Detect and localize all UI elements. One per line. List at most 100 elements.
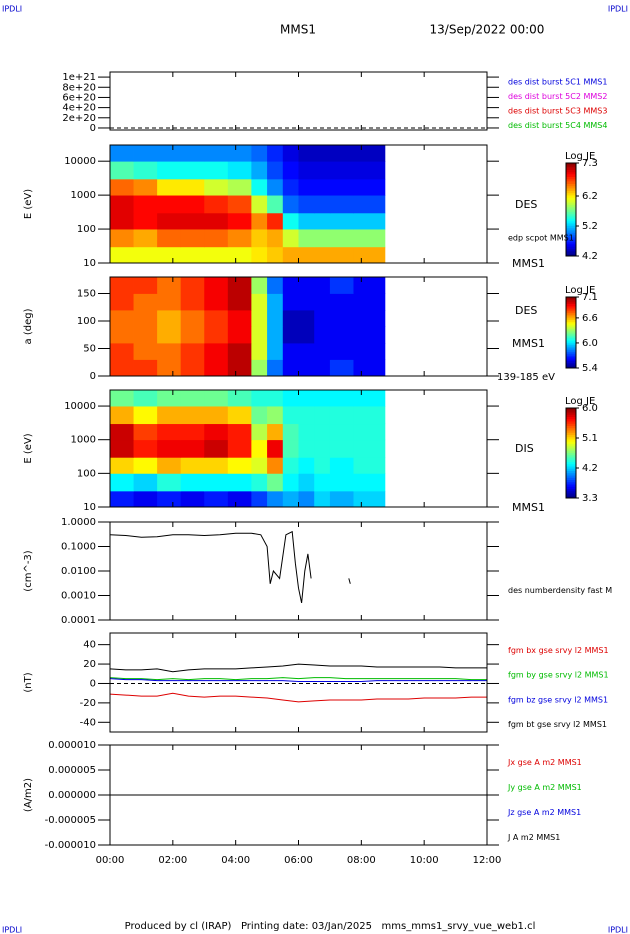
colorbar-cell	[566, 362, 576, 365]
heatmap-cell	[227, 326, 252, 344]
heatmap-cell	[282, 423, 299, 441]
heatmap-cell	[157, 212, 182, 230]
heatmap-cell	[110, 439, 134, 458]
heatmap-cell	[329, 145, 354, 162]
heatmap-cell	[227, 359, 252, 377]
heatmap-cell	[298, 326, 315, 344]
colorbar-tick-label: 6.6	[582, 313, 598, 324]
colorbar-cell	[566, 328, 576, 332]
plot-frame	[109, 71, 488, 131]
colorbar-cell	[566, 197, 576, 201]
heatmap-cell	[282, 326, 299, 344]
legend-entry: Jy gse A m2 MMS1	[507, 783, 582, 792]
heatmap-cell	[133, 343, 158, 360]
heatmap-cell	[110, 277, 134, 294]
colorbar-cell	[566, 357, 576, 360]
colorbar-label: Log JE	[565, 396, 595, 407]
colorbar-tick-label: 7.1	[582, 292, 598, 303]
heatmap-cell	[251, 293, 268, 311]
colorbar-tick-label: 6.0	[582, 338, 598, 349]
heatmap-cell	[267, 326, 284, 344]
colorbar-cell	[566, 423, 576, 427]
heatmap-cell	[133, 310, 158, 327]
legend-entry: des dist burst 5C2 MMS2	[508, 92, 607, 101]
heatmap-cell	[329, 277, 354, 294]
heatmap-cell	[353, 178, 386, 196]
heatmap-cell	[267, 161, 284, 180]
colorbar-cell	[566, 352, 576, 355]
heatmap-cell	[314, 439, 331, 458]
heatmap-cell	[298, 473, 315, 492]
heatmap-cell	[110, 343, 134, 360]
y-tick-label: 100	[77, 468, 96, 479]
panel	[110, 145, 386, 264]
y-tick-label: 0.0010	[61, 591, 96, 602]
heatmap-cell	[180, 406, 205, 425]
heatmap-cell	[251, 457, 268, 474]
heatmap-cell	[251, 246, 268, 264]
y-tick-label: 2e+20	[62, 113, 96, 124]
colorbar-cell	[566, 473, 576, 476]
colorbar-tick-label: 5.1	[582, 433, 598, 444]
y-tick-label: 0.0100	[61, 566, 96, 577]
colorbar-cell	[566, 214, 576, 217]
heatmap-cell	[298, 246, 315, 264]
colorbar-cell	[566, 176, 576, 180]
heatmap-cell	[180, 212, 205, 230]
heatmap-cell	[314, 343, 331, 360]
heatmap-cell	[282, 145, 299, 162]
heatmap-cell	[227, 457, 252, 474]
heatmap-cell	[157, 246, 182, 264]
heatmap-cell	[298, 457, 315, 474]
y-tick-label: 0	[90, 678, 96, 689]
heatmap-cell	[298, 229, 315, 248]
y-axis-label: (A/m2)	[23, 778, 34, 812]
heatmap-cell	[314, 406, 331, 425]
colorbar-frame	[565, 296, 577, 369]
heatmap-cell	[314, 423, 331, 441]
heatmap-cell	[314, 457, 331, 474]
heatmap-cell	[180, 195, 205, 214]
colorbar-tick-label: 4.2	[582, 463, 598, 474]
colorbar-cell	[566, 417, 576, 420]
colorbar-cell	[566, 244, 576, 247]
heatmap-cell	[204, 359, 229, 377]
heatmap-cell	[110, 473, 134, 492]
colorbar-cell	[566, 235, 576, 238]
y-tick-label: -40	[80, 717, 96, 728]
heatmap-cell	[110, 246, 134, 264]
heatmap-cell	[267, 195, 284, 214]
colorbar-cell	[566, 480, 576, 483]
y-axis-label: a (deg)	[23, 308, 34, 344]
colorbar-cell	[566, 228, 576, 231]
heatmap-cell	[353, 310, 386, 327]
heatmap-cell	[329, 161, 354, 180]
heatmap-cell	[282, 310, 299, 327]
heatmap-cell	[204, 423, 229, 441]
colorbar-cell	[566, 435, 576, 438]
colorbar-cell	[566, 337, 576, 340]
heatmap-cell	[227, 195, 252, 214]
heatmap-cell	[180, 473, 205, 492]
heatmap-cell	[204, 212, 229, 230]
heatmap-cell	[314, 229, 331, 248]
heatmap-cell	[133, 406, 158, 425]
heatmap-cell	[282, 178, 299, 196]
heatmap-cell	[180, 229, 205, 248]
heatmap-cell	[227, 161, 252, 180]
colorbar-frame	[565, 162, 577, 257]
heatmap-cell	[251, 212, 268, 230]
heatmap-cell	[110, 310, 134, 327]
heatmap-cell	[329, 212, 354, 230]
heatmap-cell	[282, 359, 299, 377]
colorbar-cell	[566, 327, 576, 330]
heatmap-cell	[157, 359, 182, 377]
colorbar-cell	[566, 165, 576, 168]
colorbar-cell	[566, 181, 576, 185]
heatmap-cell	[180, 390, 205, 407]
colorbar-cell	[566, 410, 576, 413]
x-tick-label: 08:00	[347, 855, 376, 866]
heatmap-cell	[314, 161, 331, 180]
heatmap-cell	[329, 390, 354, 407]
